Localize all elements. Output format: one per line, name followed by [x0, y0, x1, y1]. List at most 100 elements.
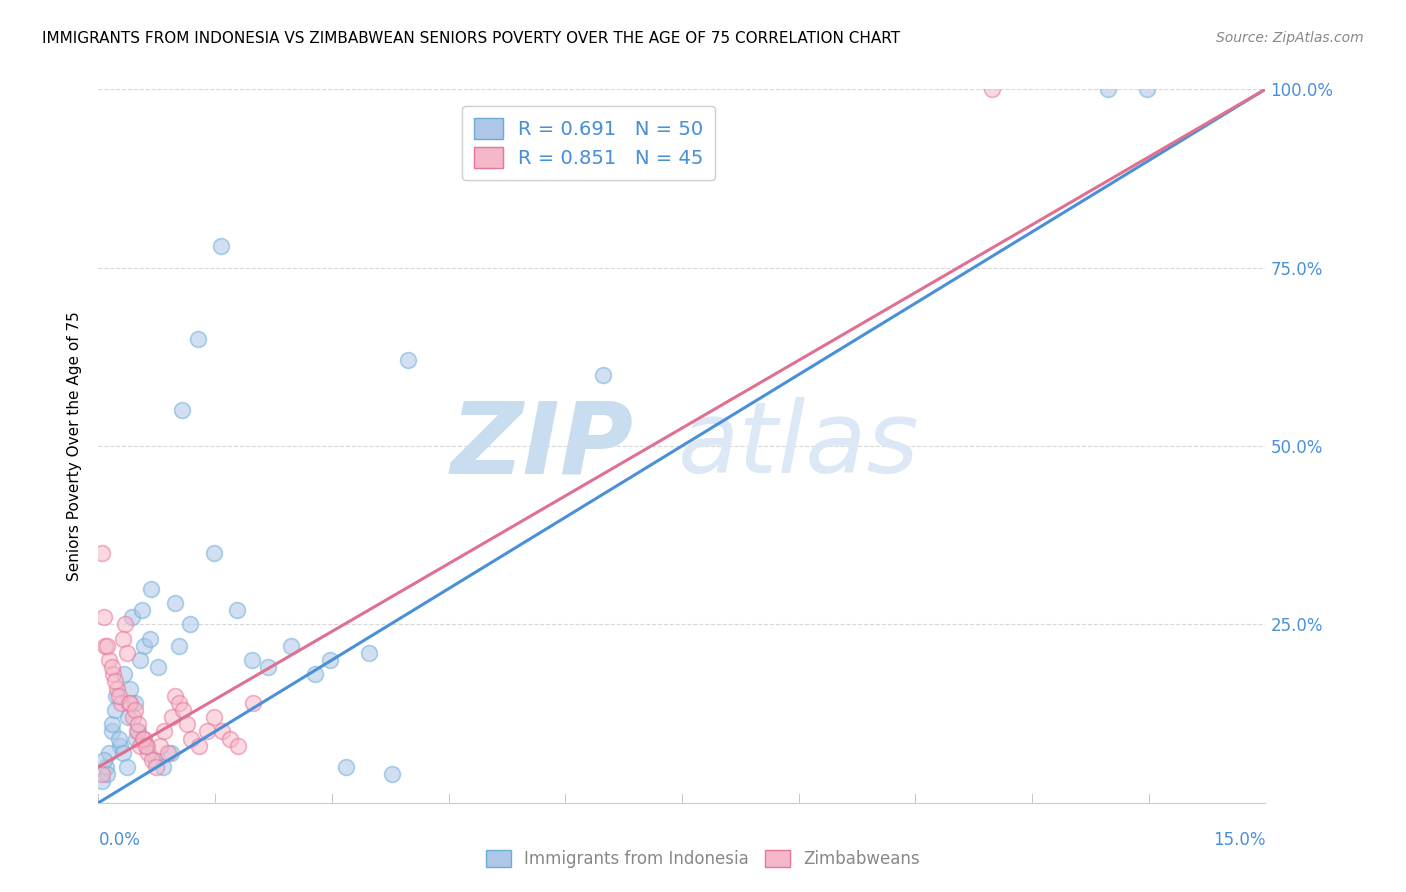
Point — [136, 746, 159, 760]
Point — [359, 646, 381, 660]
Point — [149, 739, 172, 753]
Text: atlas: atlas — [678, 398, 920, 494]
Point — [96, 767, 118, 781]
Point — [132, 731, 155, 746]
Point — [103, 667, 125, 681]
Point — [121, 610, 143, 624]
Point — [115, 760, 138, 774]
Point — [110, 696, 132, 710]
Point — [131, 603, 153, 617]
Point — [257, 660, 280, 674]
Point — [169, 696, 191, 710]
Point — [202, 546, 225, 560]
Point — [172, 403, 194, 417]
Point — [93, 753, 115, 767]
Point — [108, 689, 131, 703]
Point — [211, 724, 233, 739]
Point — [163, 596, 186, 610]
Point — [319, 653, 342, 667]
Point — [980, 82, 1002, 96]
Point — [111, 746, 134, 760]
Point — [176, 717, 198, 731]
Point — [179, 617, 201, 632]
Point — [117, 710, 139, 724]
Point — [114, 617, 136, 632]
Point — [124, 696, 146, 710]
Point — [592, 368, 614, 382]
Point — [104, 703, 127, 717]
Point — [242, 653, 264, 667]
Point — [156, 746, 179, 760]
Point — [93, 610, 115, 624]
Point — [167, 639, 190, 653]
Legend: R = 0.691   N = 50, R = 0.851   N = 45: R = 0.691 N = 50, R = 0.851 N = 45 — [461, 106, 716, 179]
Y-axis label: Seniors Poverty Over the Age of 75: Seniors Poverty Over the Age of 75 — [67, 311, 83, 581]
Point — [104, 674, 127, 689]
Point — [143, 753, 166, 767]
Point — [160, 710, 183, 724]
Point — [159, 746, 181, 760]
Point — [172, 703, 194, 717]
Point — [381, 767, 404, 781]
Point — [219, 731, 242, 746]
Point — [125, 731, 148, 746]
Text: IMMIGRANTS FROM INDONESIA VS ZIMBABWEAN SENIORS POVERTY OVER THE AGE OF 75 CORRE: IMMIGRANTS FROM INDONESIA VS ZIMBABWEAN … — [42, 31, 900, 46]
Point — [121, 710, 143, 724]
Point — [98, 746, 121, 760]
Point — [98, 653, 121, 667]
Point — [132, 639, 155, 653]
Legend: Immigrants from Indonesia, Zimbabweans: Immigrants from Indonesia, Zimbabweans — [479, 843, 927, 875]
Point — [141, 753, 163, 767]
Point — [180, 731, 202, 746]
Point — [146, 660, 169, 674]
Point — [105, 681, 128, 696]
Point — [141, 582, 163, 596]
Point — [128, 653, 150, 667]
Point — [125, 724, 148, 739]
Point — [226, 739, 249, 753]
Point — [127, 717, 149, 731]
Text: ZIP: ZIP — [450, 398, 633, 494]
Point — [124, 703, 146, 717]
Point — [96, 639, 118, 653]
Point — [304, 667, 326, 681]
Point — [396, 353, 419, 368]
Point — [152, 760, 174, 774]
Point — [145, 760, 167, 774]
Point — [90, 767, 112, 781]
Point — [134, 731, 156, 746]
Point — [108, 731, 131, 746]
Point — [127, 724, 149, 739]
Point — [108, 739, 131, 753]
Point — [120, 696, 142, 710]
Point — [1136, 82, 1159, 96]
Point — [90, 546, 112, 560]
Point — [111, 632, 134, 646]
Point — [94, 639, 117, 653]
Text: 0.0%: 0.0% — [98, 831, 141, 849]
Point — [115, 646, 138, 660]
Point — [335, 760, 357, 774]
Point — [101, 724, 124, 739]
Point — [242, 696, 264, 710]
Point — [90, 774, 112, 789]
Point — [187, 332, 209, 346]
Point — [187, 739, 209, 753]
Point — [225, 603, 247, 617]
Point — [165, 689, 187, 703]
Point — [112, 667, 135, 681]
Text: Source: ZipAtlas.com: Source: ZipAtlas.com — [1216, 31, 1364, 45]
Point — [1097, 82, 1119, 96]
Point — [105, 689, 128, 703]
Point — [139, 632, 162, 646]
Point — [152, 724, 174, 739]
Text: 15.0%: 15.0% — [1213, 831, 1265, 849]
Point — [96, 760, 118, 774]
Point — [195, 724, 218, 739]
Point — [136, 739, 159, 753]
Point — [209, 239, 232, 253]
Point — [129, 739, 152, 753]
Point — [280, 639, 302, 653]
Point — [118, 696, 141, 710]
Point — [100, 717, 122, 731]
